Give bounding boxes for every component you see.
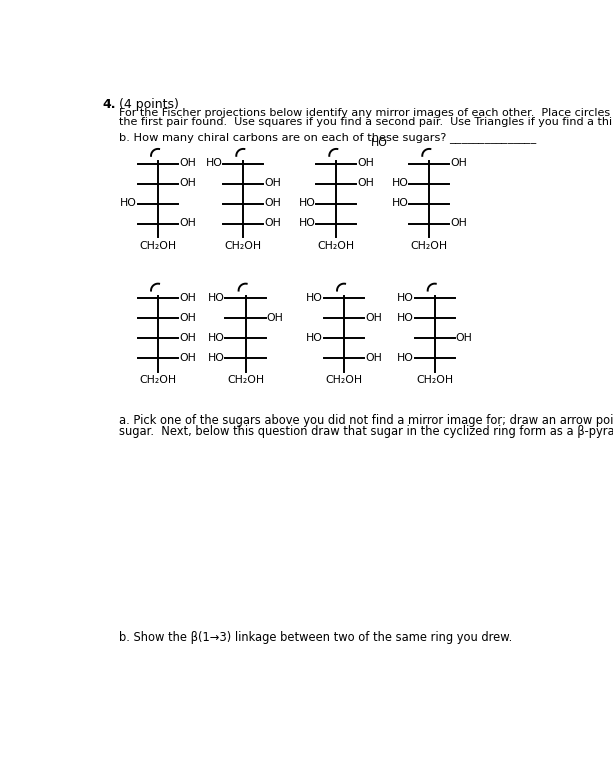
Text: HO: HO [397, 353, 414, 363]
Text: sugar.  Next, below this question draw that sugar in the cyclized ring form as a: sugar. Next, below this question draw th… [120, 424, 613, 437]
Text: OH: OH [179, 313, 196, 323]
Text: OH: OH [357, 158, 374, 169]
Text: OH: OH [450, 218, 467, 228]
Text: OH: OH [365, 353, 382, 363]
Text: For the Fischer projections below identify any mirror images of each other.  Pla: For the Fischer projections below identi… [120, 108, 613, 118]
Text: OH: OH [179, 218, 196, 228]
Text: the first pair found.  Use squares if you find a second pair.  Use Triangles if : the first pair found. Use squares if you… [120, 117, 613, 127]
Text: HO: HO [392, 178, 408, 188]
Text: OH: OH [267, 313, 283, 323]
Text: CH₂OH: CH₂OH [411, 241, 448, 250]
Text: HO: HO [370, 138, 387, 148]
Text: OH: OH [179, 158, 196, 169]
Text: OH: OH [264, 198, 281, 208]
Text: HO: HO [120, 198, 137, 208]
Text: HO: HO [392, 198, 408, 208]
Text: HO: HO [397, 293, 414, 303]
Text: OH: OH [455, 333, 473, 343]
Text: HO: HO [208, 293, 224, 303]
Text: OH: OH [357, 178, 374, 188]
Text: HO: HO [299, 218, 315, 228]
Text: CH₂OH: CH₂OH [139, 241, 177, 250]
Text: HO: HO [299, 198, 315, 208]
Text: HO: HO [208, 333, 224, 343]
Text: OH: OH [179, 178, 196, 188]
Text: HO: HO [208, 353, 224, 363]
Text: b. Show the β(1→3) linkage between two of the same ring you drew.: b. Show the β(1→3) linkage between two o… [120, 631, 512, 644]
Text: OH: OH [365, 313, 382, 323]
Text: 4.: 4. [102, 98, 116, 111]
Text: CH₂OH: CH₂OH [318, 241, 355, 250]
Text: (4 points): (4 points) [120, 98, 179, 111]
Text: OH: OH [179, 353, 196, 363]
Text: OH: OH [450, 158, 467, 169]
Text: HO: HO [306, 293, 323, 303]
Text: HO: HO [397, 313, 414, 323]
Text: HO: HO [205, 158, 223, 169]
Text: OH: OH [264, 218, 281, 228]
Text: CH₂OH: CH₂OH [416, 375, 453, 385]
Text: a. Pick one of the sugars above you did not find a mirror image for; draw an arr: a. Pick one of the sugars above you did … [120, 414, 613, 427]
Text: OH: OH [179, 333, 196, 343]
Text: CH₂OH: CH₂OH [225, 241, 262, 250]
Text: b. How many chiral carbons are on each of these sugars? _______________: b. How many chiral carbons are on each o… [120, 132, 536, 143]
Text: CH₂OH: CH₂OH [326, 375, 362, 385]
Text: OH: OH [264, 178, 281, 188]
Text: HO: HO [306, 333, 323, 343]
Text: CH₂OH: CH₂OH [139, 375, 177, 385]
Text: OH: OH [179, 293, 196, 303]
Text: CH₂OH: CH₂OH [227, 375, 264, 385]
